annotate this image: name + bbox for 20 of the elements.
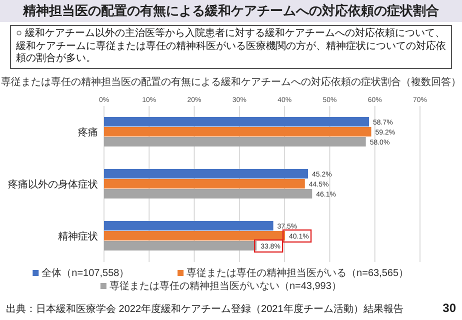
legend-label: 専従または専任の精神担当医がいる（n=63,565）	[186, 267, 409, 279]
chart-subtitle: 専従または専任の精神担当医の配置の有無による緩和ケアチームへの対応依頼の症状割合（複数回答）	[1, 76, 461, 88]
y-tick-label: 疼痛	[78, 126, 98, 138]
y-tick-label: 精神症状	[58, 230, 98, 242]
legend-label: 専従または専任の精神担当医がいない（n=43,993）	[109, 280, 342, 292]
legend-label: 全体（n=107,558）	[42, 267, 130, 279]
bar	[104, 127, 372, 136]
bar	[104, 117, 369, 126]
text: 30	[442, 301, 456, 315]
bar	[104, 231, 286, 240]
chart-title: 精神担当医の配置の有無による緩和ケアチームへの対応依頼の症状割合	[0, 0, 462, 22]
bar	[104, 137, 366, 146]
bar	[104, 169, 308, 178]
bar	[104, 221, 274, 230]
y-tick-label: 疼痛以外の身体症状	[8, 178, 98, 190]
bar	[104, 241, 257, 250]
source-note: 出典：日本緩和医療学会 2022年度緩和ケアチーム登録（2021年度チーム活動）結果報告	[6, 303, 404, 315]
bar	[104, 189, 312, 198]
text: ○ 緩和ケアチーム以外の主治医等から入院患者に対する緩和ケアチームへの対応依頼について、緩和ケアチームに専従または専任の精神科医がいる医療機関の方が、精神症状についての対応依頼の割合が多い。	[10, 25, 452, 68]
bar	[104, 179, 305, 188]
